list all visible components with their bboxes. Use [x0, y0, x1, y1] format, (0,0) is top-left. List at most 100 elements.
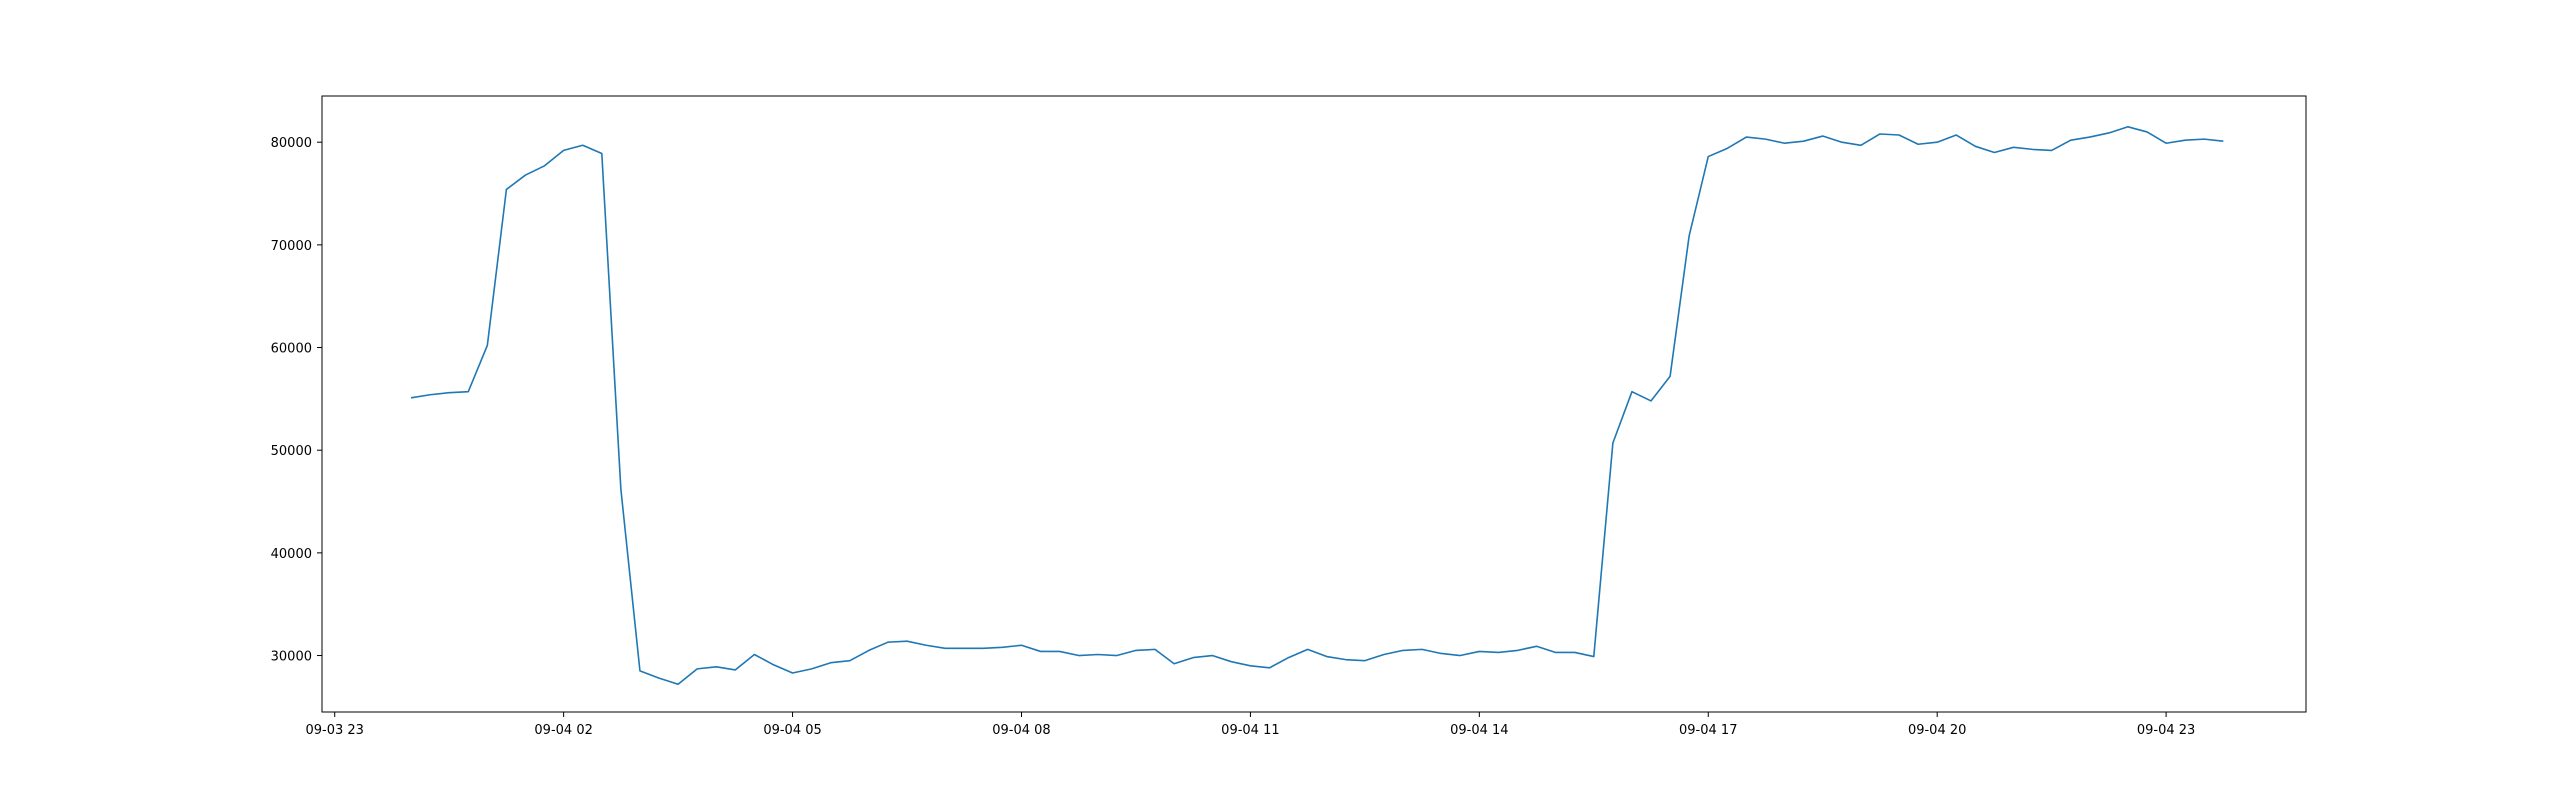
data-point: [1459, 655, 1461, 657]
y-axis: 30000 40000 50000 60000 70000 80000: [271, 136, 322, 665]
data-point: [735, 669, 737, 671]
data-point: [1440, 653, 1442, 655]
data-point: [487, 345, 489, 347]
data-point: [2032, 149, 2034, 151]
x-tick-label: 09-03 23: [305, 723, 363, 738]
data-point: [1421, 649, 1423, 651]
data-point: [544, 165, 546, 167]
data-point: [830, 662, 832, 664]
plot-frame: [321, 95, 2307, 713]
data-point: [677, 683, 679, 685]
x-tick-label: 09-04 08: [992, 723, 1050, 738]
data-point: [1097, 654, 1099, 656]
data-point: [1917, 143, 1919, 145]
data-point: [2108, 132, 2110, 134]
x-axis: 09-03 23 09-04 02 09-04 05 09-04 08 09-04 11…: [305, 712, 2195, 738]
data-point: [1765, 138, 1767, 140]
data-point: [1574, 652, 1576, 654]
data-point: [1898, 134, 1900, 136]
data-point: [1002, 647, 1004, 649]
y-tick-label: 50000: [271, 444, 312, 459]
data-point: [1059, 651, 1061, 653]
data-point: [1211, 655, 1213, 657]
data-point: [1650, 400, 1652, 402]
data-point: [1555, 652, 1557, 654]
data-point: [715, 666, 717, 668]
data-point: [1116, 655, 1118, 657]
data-point: [1536, 645, 1538, 647]
data-point: [2184, 139, 2186, 141]
data-point: [2070, 139, 2072, 141]
data-point: [1288, 657, 1290, 659]
data-point: [1727, 148, 1729, 150]
data-point: [1669, 375, 1671, 377]
x-tick-label: 09-04 11: [1221, 723, 1279, 738]
data-point: [429, 394, 431, 396]
series-line: [410, 126, 2224, 686]
data-point: [754, 654, 756, 656]
y-tick-label: 60000: [271, 342, 312, 357]
data-point: [1345, 659, 1347, 661]
data-point: [582, 144, 584, 146]
data-point: [2146, 131, 2148, 133]
data-point: [1231, 661, 1233, 663]
data-point: [696, 668, 698, 670]
data-point: [2127, 126, 2129, 128]
y-tick-label: 30000: [271, 650, 312, 665]
data-point: [906, 640, 908, 642]
data-point: [506, 189, 508, 191]
data-point: [2089, 136, 2091, 138]
data-point: [525, 174, 527, 176]
data-point: [467, 391, 469, 393]
data-point: [944, 648, 946, 650]
data-point: [1021, 644, 1023, 646]
y-tick-label: 80000: [271, 136, 312, 151]
data-point: [2203, 138, 2205, 140]
data-point: [658, 677, 660, 679]
x-tick-label: 09-04 14: [1450, 723, 1508, 738]
data-point: [1326, 656, 1328, 658]
data-point: [448, 392, 450, 394]
y-tick-label: 40000: [271, 547, 312, 562]
data-point: [601, 153, 603, 155]
data-point: [1707, 156, 1709, 158]
data-point: [1479, 651, 1481, 653]
data-point: [963, 648, 965, 650]
data-point: [1154, 649, 1156, 651]
data-point: [1040, 651, 1042, 653]
data-point: [1135, 650, 1137, 652]
y-tick-label: 70000: [271, 239, 312, 254]
data-point: [1955, 134, 1957, 136]
x-tick-label: 09-04 05: [763, 723, 821, 738]
x-tick-label: 09-04 02: [534, 723, 592, 738]
data-point: [811, 668, 813, 670]
data-point: [620, 488, 622, 490]
data-point: [2165, 142, 2167, 144]
data-point: [983, 648, 985, 650]
data-point: [2051, 150, 2053, 152]
data-point: [849, 660, 851, 662]
data-point: [792, 672, 794, 674]
data-point: [563, 150, 565, 152]
data-point: [1192, 657, 1194, 659]
data-point: [1936, 141, 1938, 143]
data-point: [1173, 663, 1175, 665]
data-point: [2013, 147, 2015, 149]
data-point: [887, 641, 889, 643]
data-point: [1688, 235, 1690, 237]
data-point: [1078, 655, 1080, 657]
data-point: [1803, 140, 1805, 142]
data-point: [1841, 141, 1843, 143]
data-point: [1498, 652, 1500, 654]
data-point: [639, 670, 641, 672]
data-point: [1631, 391, 1633, 393]
data-point: [1612, 442, 1614, 444]
series-layer: [410, 126, 2224, 686]
data-point: [1383, 654, 1385, 656]
data-point: [925, 644, 927, 646]
x-tick-label: 09-04 17: [1679, 723, 1737, 738]
data-point: [1593, 656, 1595, 658]
x-tick-label: 09-04 20: [1908, 723, 1966, 738]
x-tick-label: 09-04 23: [2137, 723, 2195, 738]
